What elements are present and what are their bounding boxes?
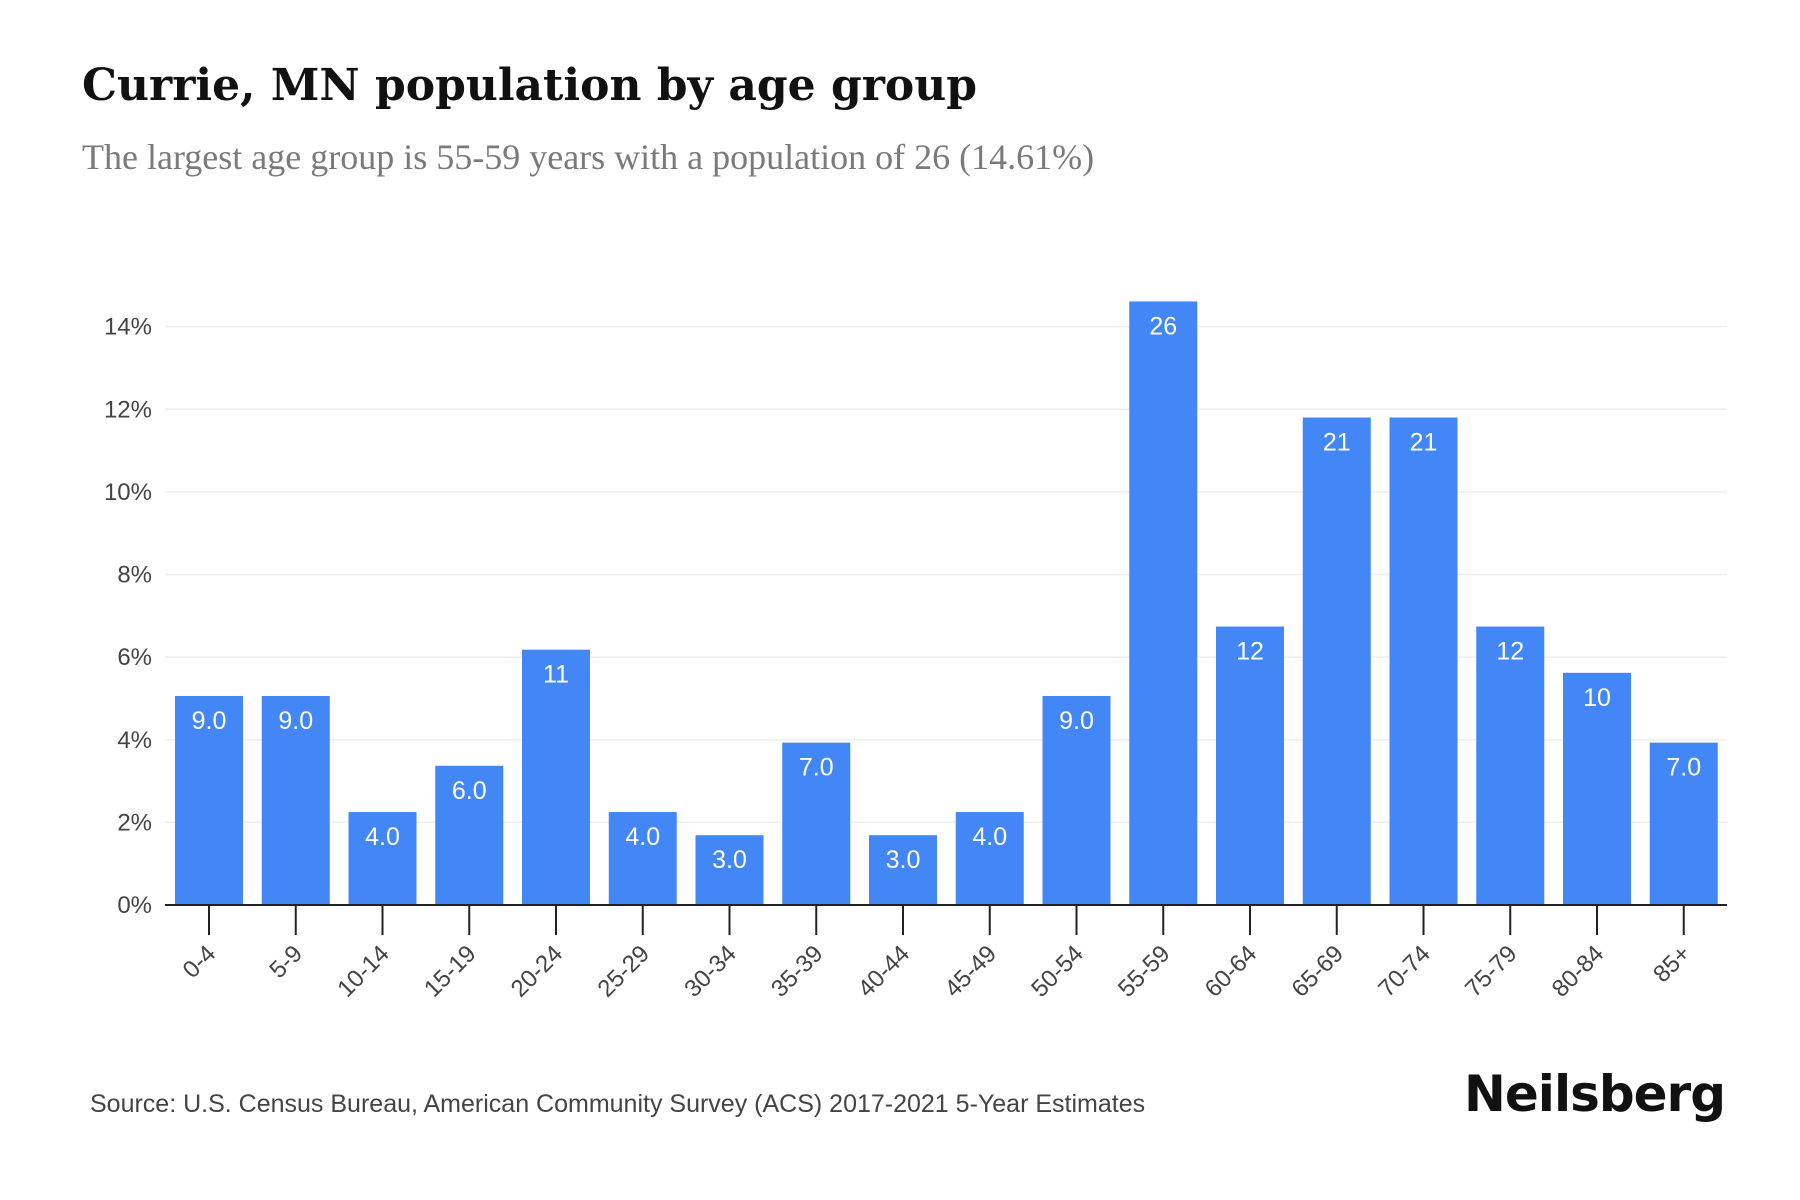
x-tick-label: 25-29	[592, 940, 655, 1003]
bar-85plus	[1649, 742, 1718, 905]
bar-chart: 0% 2% 4% 6% 8% 10% 12% 14% 9.0 9.0 4.0 6.0 11 4.0 3.0…	[104, 301, 1727, 1003]
x-tick-label: 20-24	[506, 940, 569, 1003]
bar-0-4	[175, 695, 243, 905]
gridlines	[165, 325, 1727, 824]
chart-subtitle: The largest age group is 55-59 years wit…	[82, 137, 1095, 177]
bar-75-79	[1476, 626, 1545, 905]
bar-20-24	[522, 649, 590, 905]
x-tick-label: 10-14	[332, 940, 395, 1003]
x-tick-label: 0-4	[178, 940, 222, 984]
x-tick-label: 55-59	[1113, 940, 1176, 1003]
y-tick-label: 14%	[104, 314, 152, 341]
bar-value-label: 4.0	[625, 823, 660, 851]
bar-30-34	[695, 835, 764, 905]
x-tick-label: 60-64	[1200, 940, 1263, 1003]
bar-value-label: 10	[1583, 684, 1611, 712]
bar-value-label: 4.0	[972, 823, 1007, 851]
bar-10-14	[348, 812, 417, 905]
bar-value-label: 7.0	[799, 754, 834, 782]
x-tick-label: 85+	[1648, 940, 1696, 988]
bar-value-label: 3.0	[886, 846, 921, 874]
x-tick-label: 65-69	[1286, 940, 1349, 1003]
bar-value-label: 3.0	[712, 846, 747, 874]
x-tick-label: 80-84	[1547, 940, 1610, 1003]
bar-35-39	[782, 742, 851, 905]
x-tick-label: 50-54	[1026, 940, 1089, 1003]
x-tick-label: 15-19	[419, 940, 482, 1003]
bar-value-label: 7.0	[1666, 754, 1701, 782]
source-note: Source: U.S. Census Bureau, American Com…	[90, 1090, 1146, 1118]
bar-80-84	[1563, 672, 1631, 905]
bar-70-74	[1389, 417, 1458, 905]
x-tick-label: 75-79	[1460, 940, 1523, 1003]
bar-value-label: 26	[1149, 312, 1177, 340]
y-tick-label: 0%	[117, 892, 152, 919]
bar-55-59	[1129, 301, 1198, 905]
brand-logo: Neilsberg	[1464, 1065, 1726, 1123]
bar-65-69	[1302, 417, 1371, 905]
chart-title: Currie, MN population by age group	[82, 60, 978, 111]
bar-value-label: 6.0	[452, 777, 487, 805]
bars: 9.0 9.0 4.0 6.0 11 4.0 3.0 7.0 3.0 4.0 9.0 26 12 21 21…	[175, 301, 1718, 905]
bar-value-label: 21	[1410, 429, 1438, 457]
x-axis-ticks: 0-4 5-9 10-14 15-19 20-24 25-29 30-34 35-39 40-4…	[178, 905, 1696, 1003]
x-tick-label: 5-9	[264, 940, 308, 984]
x-tick-label: 70-74	[1373, 940, 1436, 1003]
bar-60-64	[1216, 626, 1284, 905]
bar-value-label: 9.0	[192, 707, 227, 735]
bar-40-44	[869, 835, 937, 905]
bar-50-54	[1042, 695, 1111, 905]
bar-25-29	[608, 812, 677, 905]
bar-15-19	[435, 765, 504, 905]
x-tick-label: 45-49	[939, 940, 1002, 1003]
y-tick-label: 10%	[104, 479, 152, 506]
y-tick-label: 12%	[104, 396, 152, 423]
bar-value-label: 4.0	[365, 823, 400, 851]
y-axis-ticks: 0% 2% 4% 6% 8% 10% 12% 14%	[104, 314, 152, 919]
bar-value-label: 21	[1323, 429, 1351, 457]
x-tick-label: 40-44	[853, 940, 916, 1003]
bar-value-label: 9.0	[1059, 707, 1094, 735]
bar-45-49	[955, 812, 1024, 905]
bar-value-label: 9.0	[278, 707, 313, 735]
bar-5-9	[261, 695, 330, 905]
bar-value-label: 12	[1496, 638, 1524, 666]
bar-value-label: 12	[1236, 638, 1264, 666]
x-tick-label: 30-34	[679, 940, 742, 1003]
x-tick-label: 35-39	[766, 940, 829, 1003]
bar-value-label: 11	[543, 661, 569, 689]
y-tick-label: 4%	[117, 727, 152, 754]
y-tick-label: 8%	[117, 562, 152, 589]
y-tick-label: 6%	[117, 644, 152, 671]
y-tick-label: 2%	[117, 809, 152, 836]
